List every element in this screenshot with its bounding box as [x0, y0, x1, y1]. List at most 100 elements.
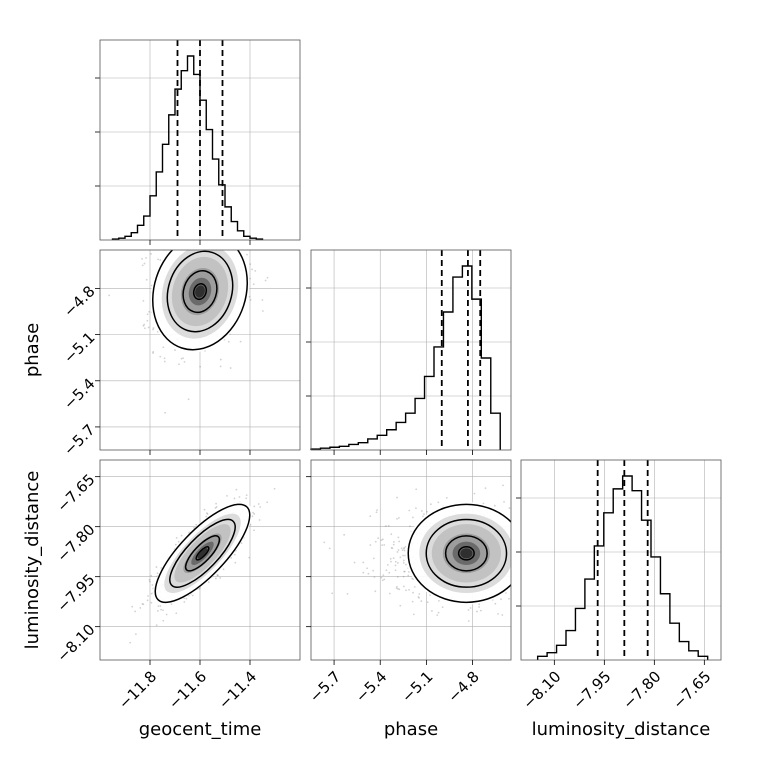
density-geocent_time-phase-point [226, 221, 228, 223]
density-geocent_time-phase-point [187, 203, 189, 205]
density-geocent_time-phase-point [195, 244, 197, 246]
density-geocent_time-phase-point [145, 256, 147, 259]
density-geocent_time-phase-point [229, 215, 231, 217]
density-geocent_time-phase-point [192, 248, 194, 250]
density-geocent_time-phase-point [197, 204, 199, 206]
density-geocent_time-luminosity_distance-point [185, 597, 188, 600]
xtick-label-luminosity_distance: −7.95 [569, 668, 614, 713]
density-geocent_time-phase-point [210, 229, 212, 231]
density-geocent_time-phase-point [222, 208, 224, 210]
ytick-label-phase: −5.7 [60, 421, 98, 459]
density-geocent_time-phase-point [189, 244, 191, 246]
density-phase-luminosity_distance-point [500, 598, 502, 601]
xtick-label-phase: −5.7 [306, 668, 344, 706]
density-phase-luminosity_distance-point [402, 575, 405, 578]
density-phase-luminosity_distance-point [549, 548, 551, 550]
density-phase-luminosity_distance-frame [310, 459, 512, 661]
density-phase-luminosity_distance-point [512, 544, 514, 546]
density-geocent_time-phase-point [210, 230, 212, 232]
density-geocent_time-luminosity_distance-point [214, 577, 217, 580]
density-phase-luminosity_distance-point [396, 576, 399, 578]
density-geocent_time-phase-point [231, 243, 233, 245]
density-phase-luminosity_distance-point [403, 549, 406, 552]
density-geocent_time-phase-point [204, 202, 206, 204]
density-geocent_time-phase-point [143, 323, 146, 326]
density-phase-luminosity_distance-point [524, 562, 526, 564]
density-geocent_time-phase-point [197, 229, 199, 231]
density-phase-luminosity_distance-point [374, 590, 377, 593]
density-geocent_time-phase-point [209, 246, 211, 248]
ylabel-phase: phase [22, 323, 43, 377]
density-geocent_time-phase-point [209, 237, 211, 239]
density-phase-luminosity_distance-point [369, 544, 372, 546]
density-geocent_time-phase-point [178, 363, 180, 366]
density-geocent_time-luminosity_distance-point [253, 529, 255, 532]
density-phase-luminosity_distance [311, 460, 551, 660]
density-phase-luminosity_distance-point [392, 543, 395, 546]
density-phase-luminosity_distance-point [323, 541, 326, 544]
density-geocent_time-phase-point [199, 245, 201, 247]
density-geocent_time-phase-point [165, 225, 167, 227]
density-geocent_time-luminosity_distance [100, 460, 300, 660]
xtick-label-luminosity_distance: −8.10 [519, 668, 564, 713]
density-geocent_time-phase-point [182, 246, 184, 248]
density-geocent_time-phase-point [219, 245, 221, 247]
density-geocent_time-luminosity_distance-point [233, 497, 236, 500]
density-phase-luminosity_distance-point [387, 524, 390, 527]
density-phase-luminosity_distance-point [423, 513, 425, 516]
density-geocent_time-phase-level-5 [195, 285, 205, 298]
density-geocent_time-phase-point [217, 231, 219, 233]
density-geocent_time-phase-point [176, 248, 178, 250]
density-phase-luminosity_distance-point [420, 600, 423, 602]
density-phase-luminosity_distance-point [381, 579, 384, 582]
density-phase-luminosity_distance-point [402, 562, 405, 564]
density-geocent_time-phase-point [196, 232, 198, 234]
density-geocent_time-phase-point [169, 241, 171, 243]
density-geocent_time-phase-point [235, 228, 237, 230]
density-geocent_time-phase-point [186, 243, 188, 245]
density-geocent_time-phase-point [141, 264, 144, 267]
density-phase-luminosity_distance-point [377, 537, 380, 540]
density-geocent_time-luminosity_distance-point [183, 601, 186, 603]
density-geocent_time-phase-point [234, 237, 236, 239]
density-geocent_time-luminosity_distance-point [252, 511, 255, 514]
density-phase-luminosity_distance-point [392, 557, 395, 560]
density-geocent_time-phase-point [163, 357, 166, 360]
density-phase-luminosity_distance-point [412, 591, 414, 594]
xtick-label-geocent_time: −11.6 [165, 668, 210, 713]
density-geocent_time-phase-point [171, 234, 173, 236]
hist-phase-frame [310, 249, 512, 451]
density-geocent_time-phase-point [184, 247, 186, 249]
density-geocent_time-luminosity_distance-point [257, 503, 260, 505]
density-geocent_time-phase-point [212, 225, 214, 227]
density-geocent_time-phase-point [184, 243, 186, 245]
density-phase-luminosity_distance-point [381, 544, 384, 547]
density-phase-luminosity_distance-point [369, 515, 372, 518]
density-geocent_time-phase-point [248, 189, 250, 191]
density-geocent_time-phase-point [213, 245, 215, 247]
density-phase-luminosity_distance-point [426, 510, 428, 513]
density-geocent_time-phase-point [172, 235, 174, 237]
density-phase-luminosity_distance-point [403, 547, 405, 550]
density-phase-luminosity_distance-point [436, 614, 439, 617]
density-geocent_time-phase-point [214, 215, 216, 217]
density-phase-luminosity_distance-point [516, 519, 518, 521]
density-geocent_time-phase-point [248, 295, 251, 298]
density-phase-luminosity_distance-point [402, 585, 405, 588]
density-geocent_time-phase-point [152, 350, 155, 353]
density-geocent_time-phase-point [215, 233, 217, 235]
density-geocent_time-phase-point [208, 221, 210, 223]
density-geocent_time-luminosity_distance-point [155, 566, 158, 568]
xtick-label-geocent_time: −11.8 [115, 668, 160, 713]
density-geocent_time-luminosity_distance-point [165, 613, 168, 616]
density-geocent_time-phase-point [181, 237, 183, 239]
density-geocent_time-phase-point [216, 190, 218, 192]
density-geocent_time-luminosity_distance-point [251, 515, 254, 518]
density-geocent_time-luminosity_distance-point [170, 603, 173, 605]
density-geocent_time-phase-point [205, 201, 207, 203]
density-geocent_time-phase-point [187, 398, 190, 401]
density-geocent_time-phase-point [230, 179, 232, 181]
density-phase-luminosity_distance-point [392, 541, 395, 543]
density-phase-luminosity_distance-point [390, 560, 392, 563]
